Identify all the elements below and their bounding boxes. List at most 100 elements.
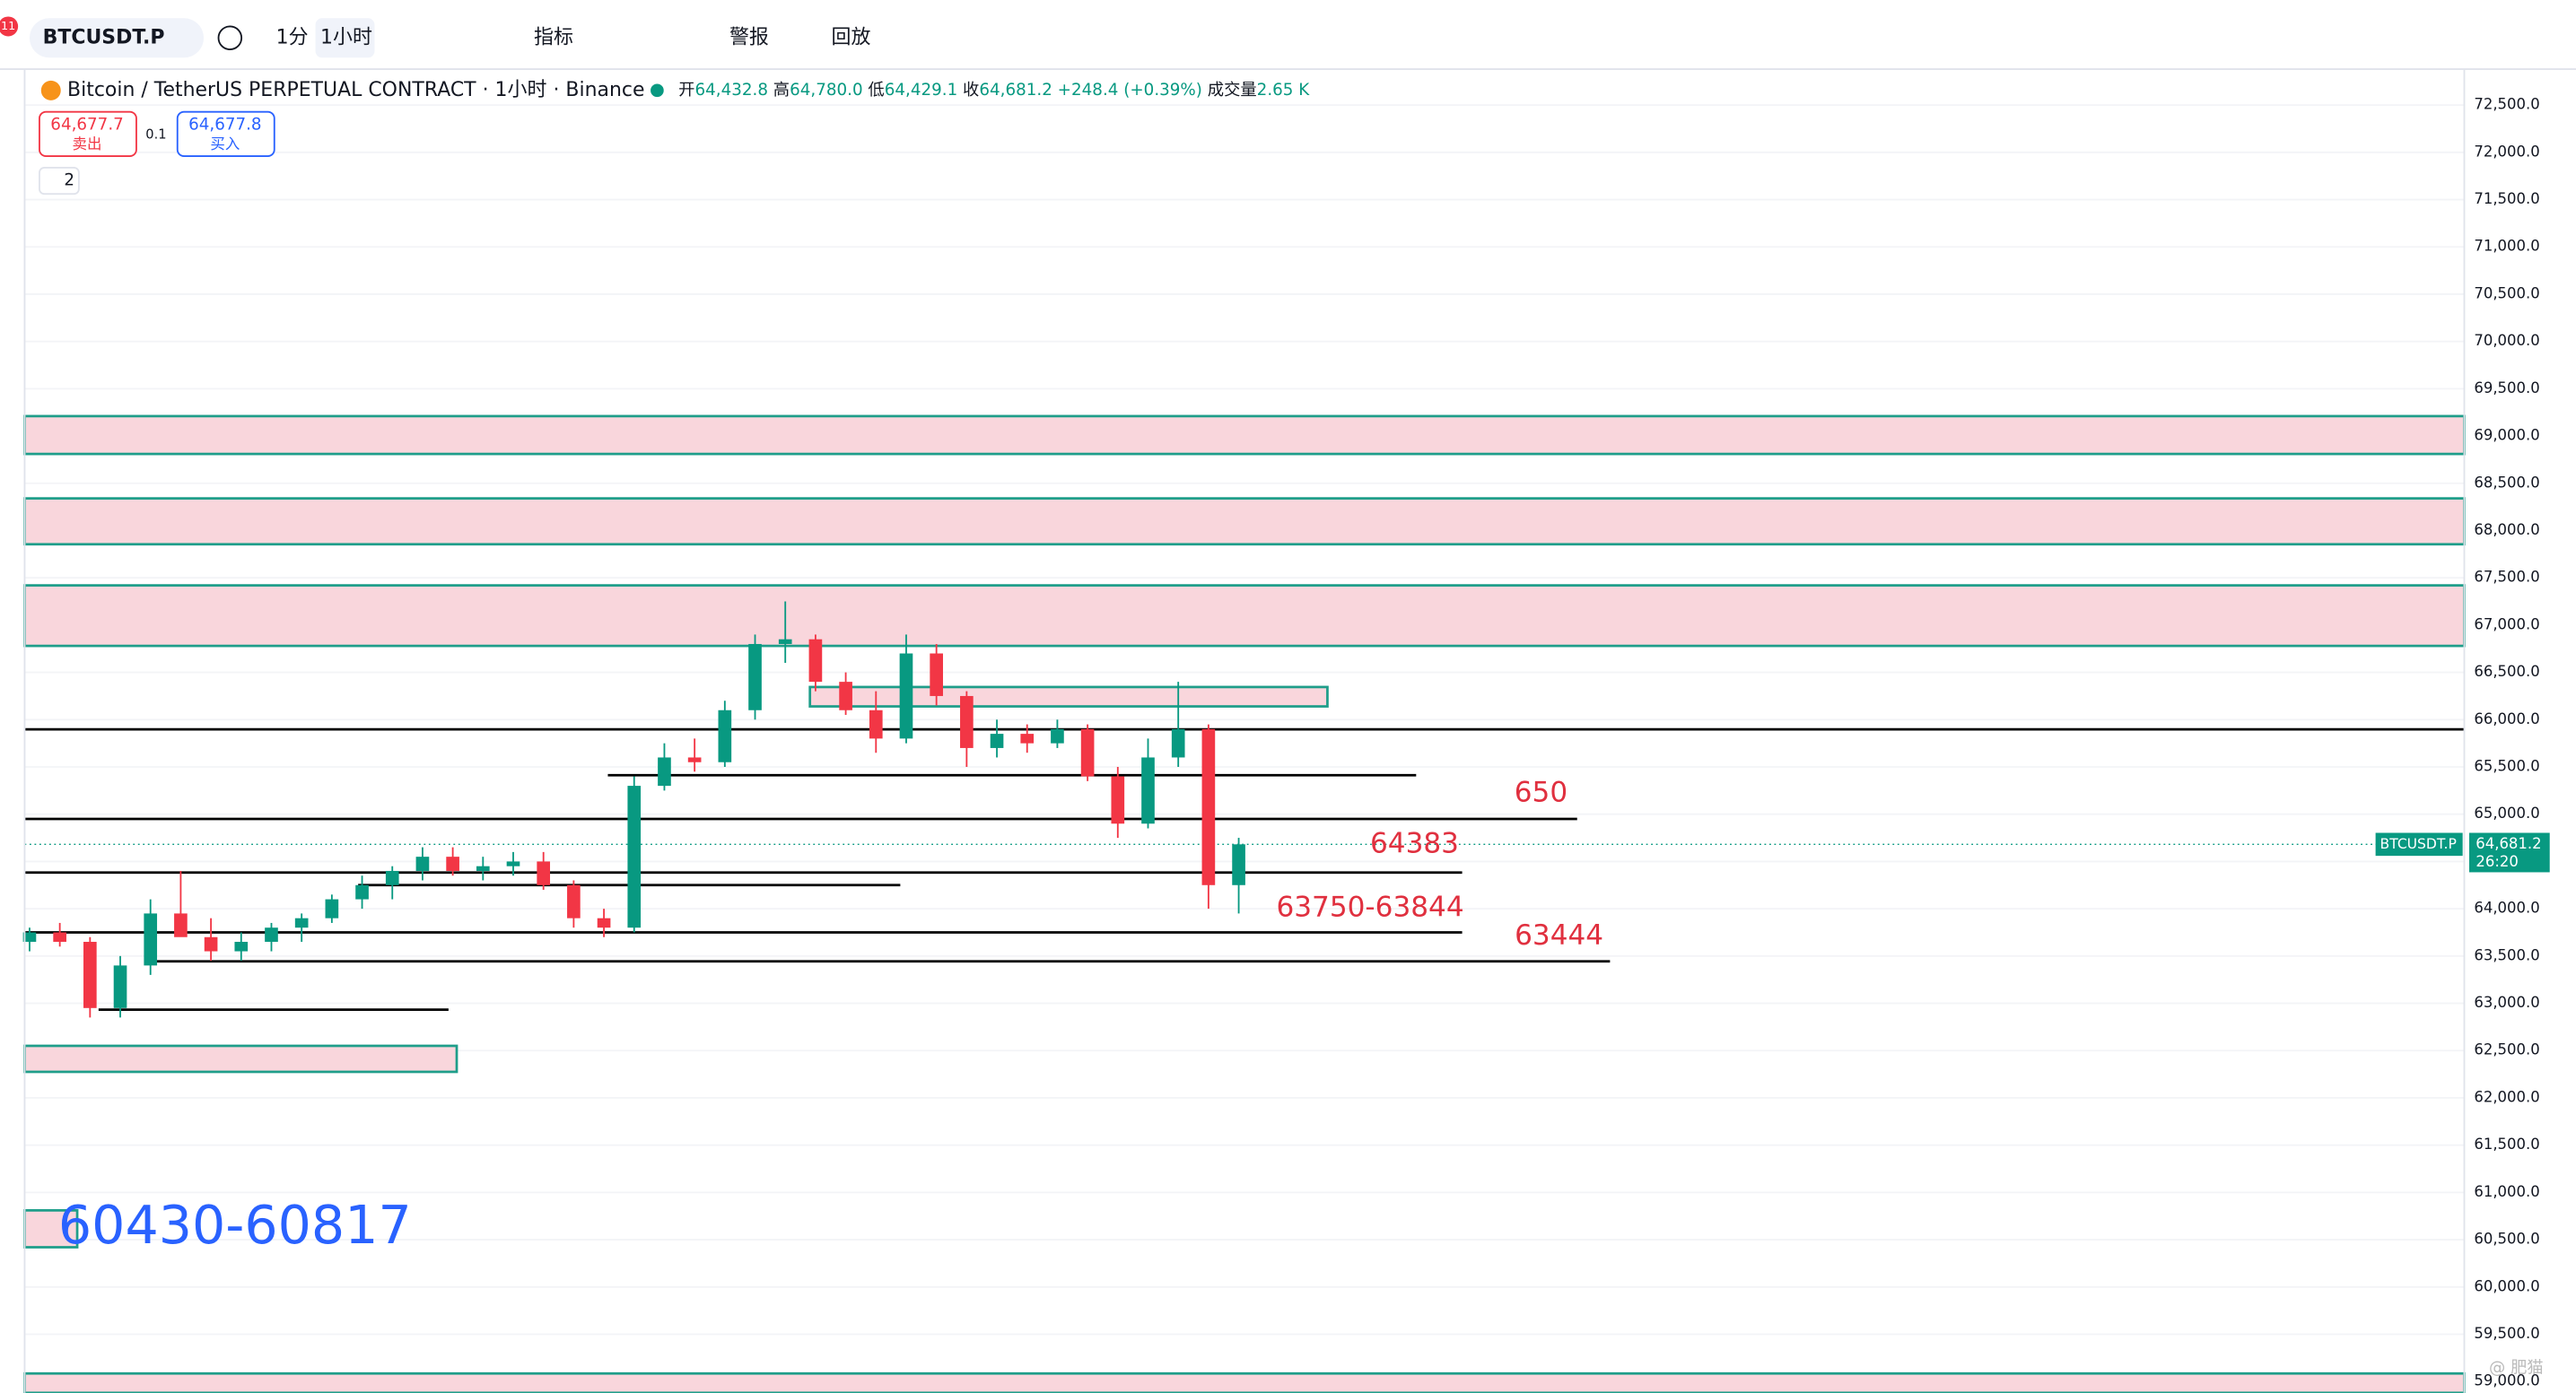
candle-body [1232, 844, 1245, 885]
candle-body [476, 866, 490, 871]
candle-body [174, 913, 188, 937]
y-tick-label: 67,000.0 [2474, 615, 2539, 632]
candle-body [687, 757, 702, 762]
y-tick-label: 69,000.0 [2474, 427, 2539, 444]
collapse-count[interactable]: 2 [64, 171, 74, 190]
sell-label[interactable]: 卖出 [73, 135, 102, 152]
add-symbol[interactable] [217, 25, 243, 51]
candle-body [1201, 728, 1216, 885]
badge [0, 16, 19, 37]
candle-body [22, 932, 37, 943]
collapse-button[interactable] [39, 167, 80, 196]
candle-body [778, 639, 792, 644]
annotation: 63750-63844 [1276, 892, 1463, 924]
annotation: 650 [1515, 777, 1567, 809]
y-tick-label: 59,000.0 [2474, 1372, 2539, 1389]
y-tick-label: 63,000.0 [2474, 994, 2539, 1011]
symbol-tag-text: BTCUSDT.P [2380, 836, 2457, 852]
legend-title: Bitcoin / TetherUS PERPETUAL CONTRACT · … [67, 79, 644, 101]
candle-body [808, 639, 823, 683]
zone [808, 685, 1329, 708]
candle-body [1020, 734, 1035, 744]
toolbar [0, 0, 2576, 70]
candle-body [718, 710, 732, 762]
watermark: @ 肥猫 [2489, 1358, 2544, 1377]
candle-body [234, 942, 249, 952]
y-tick-label: 59,500.0 [2474, 1325, 2539, 1342]
interval-1h[interactable]: 1小时 [320, 26, 372, 48]
candle-body [144, 913, 158, 966]
y-tick-label: 62,500.0 [2474, 1041, 2539, 1058]
annotation: 64383 [1370, 827, 1459, 859]
label: 高 [773, 81, 790, 100]
sell-price[interactable]: 64,677.7 [50, 115, 123, 134]
zone [23, 497, 2466, 546]
plot: 59,000.0 59,500.0 60,000.0 60,500.0 61,000.0… [22, 96, 2540, 1393]
coin-icon [40, 80, 61, 100]
candle-body [748, 643, 762, 710]
y-tick-label: 66,000.0 [2474, 710, 2539, 727]
candle-body [204, 936, 218, 952]
candle-body [597, 918, 611, 928]
price-tag-text: 64,681.2 [2476, 835, 2541, 852]
candle-body [627, 786, 642, 928]
y-tick-label: 66,500.0 [2474, 663, 2539, 680]
value: 64,681.2 [979, 81, 1052, 100]
buy-price[interactable]: 64,677.8 [188, 115, 261, 134]
candle-body [899, 653, 913, 739]
label: 低 [868, 81, 884, 100]
indicators[interactable]: 指标 [534, 26, 573, 48]
candle-body [325, 899, 339, 919]
label: 开 [678, 81, 694, 100]
candle-body [960, 695, 974, 748]
y-tick-label: 61,000.0 [2474, 1183, 2539, 1200]
value: 2.65 K [1257, 81, 1311, 100]
legend-ohlc: 开64,432.8 高64,780.0 低64,429.1 收64,681.2 … [678, 81, 1310, 100]
candle-body [1141, 757, 1155, 824]
candle-body [265, 927, 278, 943]
y-tick-label: 72,000.0 [2474, 143, 2539, 160]
y-tick-label: 65,500.0 [2474, 758, 2539, 775]
y-tick-label: 68,000.0 [2474, 521, 2539, 538]
y-tick-label: 61,500.0 [2474, 1136, 2539, 1153]
candle-body [415, 857, 430, 871]
y-tick-label: 71,000.0 [2474, 238, 2539, 255]
buy-label[interactable]: 买入 [210, 135, 240, 152]
zone [23, 1371, 2466, 1393]
candle-body [839, 682, 852, 710]
y-tick-label: 60,000.0 [2474, 1277, 2539, 1294]
candle-body [1111, 776, 1125, 824]
value: 64,432.8 [695, 81, 768, 100]
alerts[interactable]: 警报 [729, 26, 769, 48]
y-tick-label: 70,000.0 [2474, 332, 2539, 349]
spread: 0.1 [145, 126, 166, 142]
candle-body [446, 857, 459, 871]
candle-body [930, 653, 943, 696]
symbol-tag [2375, 832, 2463, 857]
y-tick-label: 62,000.0 [2474, 1088, 2539, 1105]
candle-body [990, 734, 1004, 748]
y-tick-label: 60,500.0 [2474, 1231, 2539, 1248]
sell-button[interactable] [39, 110, 137, 158]
zone [23, 1044, 458, 1074]
interval-1m[interactable]: 1分 [276, 26, 309, 48]
value: 64,429.1 [885, 81, 957, 100]
interval-active[interactable] [315, 18, 375, 58]
candle-body [113, 965, 127, 1008]
candle-body [537, 861, 551, 885]
countdown: 26:20 [2476, 853, 2518, 870]
zone [23, 584, 2466, 648]
buy-button[interactable] [176, 110, 275, 158]
status-dot [651, 83, 664, 98]
candle-body [1051, 728, 1064, 744]
candle-body [53, 932, 66, 943]
annotation: 63444 [1515, 919, 1603, 952]
y-tick-label: 64,000.0 [2474, 900, 2539, 917]
symbol[interactable]: BTCUSDT.P [43, 26, 165, 48]
symbol-button[interactable] [29, 18, 205, 58]
replay[interactable]: 回放 [831, 26, 870, 48]
y-tick-label: 63,500.0 [2474, 946, 2539, 963]
zone [23, 414, 2466, 456]
